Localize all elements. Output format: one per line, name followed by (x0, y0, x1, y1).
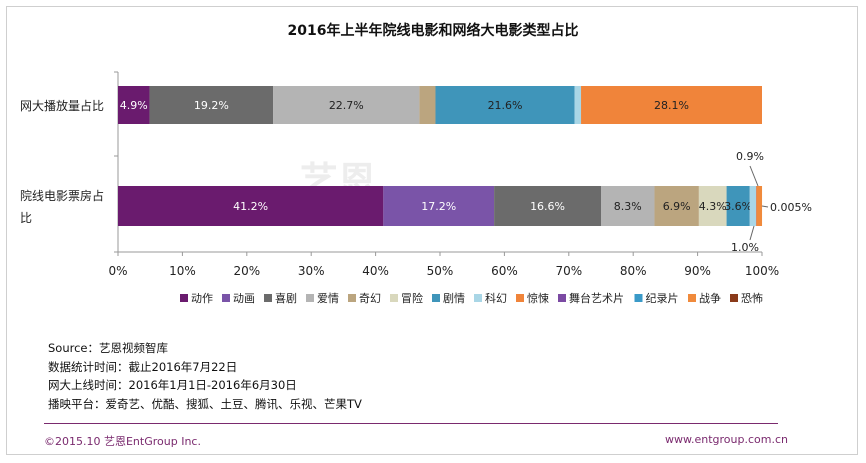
bar-segment (419, 86, 436, 124)
legend-label: 爱情 (317, 292, 339, 305)
data-label: 8.3% (614, 200, 642, 213)
legend-swatch (306, 294, 314, 302)
bar-segment (574, 86, 582, 124)
bar-segment (756, 186, 763, 226)
legend-swatch (558, 294, 566, 302)
legend-label: 恐怖 (741, 291, 763, 305)
data-label: 41.2% (233, 200, 268, 213)
callout-line (749, 165, 759, 187)
legend-swatch (348, 294, 356, 302)
callout-line (761, 205, 769, 208)
bar-segment (581, 86, 762, 124)
legend-swatch (222, 294, 230, 302)
chart-frame (6, 6, 858, 455)
callout-line (749, 225, 755, 241)
legend-swatch (634, 294, 643, 302)
x-tick-label: 30% (298, 264, 325, 278)
category-label: 比 (20, 211, 32, 225)
x-tick-label: 90% (684, 264, 711, 278)
data-label: 19.2% (194, 99, 229, 112)
bar-segment (494, 186, 601, 226)
legend-swatch (264, 294, 272, 302)
x-tick-label: 40% (362, 264, 389, 278)
bar-segment (118, 186, 384, 226)
bar-segment (149, 86, 274, 124)
data-label: 28.1% (654, 99, 689, 112)
callout-label: 0.9% (736, 150, 764, 163)
x-tick-label: 0% (108, 264, 127, 278)
x-tick-label: 100% (745, 264, 779, 278)
data-label: 21.6% (488, 99, 523, 112)
legend-swatch (180, 294, 188, 302)
x-tick-label: 70% (555, 264, 582, 278)
bar-segment (698, 186, 727, 226)
bar-segment (383, 186, 495, 226)
legend-swatch (730, 294, 738, 302)
data-label: 4.9% (120, 99, 148, 112)
legend-label: 动作 (191, 292, 213, 305)
note-platforms: 播映平台：爱奇艺、优酷、搜狐、土豆、腾讯、乐视、芒果TV (48, 396, 362, 411)
note-date: 数据统计时间：截止2016年7月22日 (48, 359, 238, 374)
legend-swatch (688, 294, 696, 302)
callout-label: 1.0% (731, 241, 759, 254)
bar-segment (654, 186, 699, 226)
x-tick-label: 50% (427, 264, 454, 278)
footer-website: www.entgroup.com.cn (665, 433, 788, 446)
legend-swatch (432, 294, 440, 302)
x-tick-label: 20% (233, 264, 260, 278)
footer-rule (44, 423, 778, 424)
legend-label: 冒险 (401, 291, 423, 305)
legend-label: 科幻 (485, 291, 507, 305)
data-label: 17.2% (421, 200, 456, 213)
bar-segment (726, 186, 750, 226)
bar-segment (749, 186, 757, 226)
note-online: 网大上线时间：2016年1月1日-2016年6月30日 (48, 378, 297, 392)
callout-label: 0.005% (770, 201, 812, 214)
category-label: 院线电影票房占 (20, 188, 104, 203)
data-label: 3.6% (724, 200, 752, 213)
legend-label: 剧情 (443, 292, 465, 305)
legend-label: 奇幻 (359, 292, 381, 305)
data-label: 22.7% (329, 99, 364, 112)
legend-label: 纪录片 (646, 292, 679, 305)
legend-label: 战争 (699, 291, 721, 305)
data-label: 16.6% (530, 200, 565, 213)
legend-label: 舞台艺术片 (569, 291, 624, 305)
x-tick-label: 10% (169, 264, 196, 278)
legend-swatch (390, 294, 398, 302)
legend-label: 惊悚 (527, 291, 549, 305)
x-tick-label: 80% (620, 264, 647, 278)
notes-block: Source：艺恩视频智库 数据统计时间：截止2016年7月22日 网大上线时间… (48, 339, 362, 413)
bar-segment (118, 86, 150, 124)
category-label: 网大播放量占比 (20, 98, 104, 113)
legend-swatch (474, 294, 482, 302)
chart-title: 2016年上半年院线电影和网络大电影类型占比 (287, 23, 579, 39)
footer-copyright: ©2015.10 艺恩EntGroup Inc. (44, 435, 201, 448)
legend-label: 动画 (233, 292, 255, 305)
data-label: 4.3% (699, 200, 727, 213)
bar-segment (601, 186, 655, 226)
bar-segment (435, 86, 575, 124)
data-label: 6.9% (663, 200, 691, 213)
legend-label: 喜剧 (275, 292, 297, 305)
x-tick-label: 60% (491, 264, 518, 278)
note-source: Source：艺恩视频智库 (48, 341, 168, 355)
bar-segment (273, 86, 420, 124)
legend-swatch (516, 294, 524, 302)
